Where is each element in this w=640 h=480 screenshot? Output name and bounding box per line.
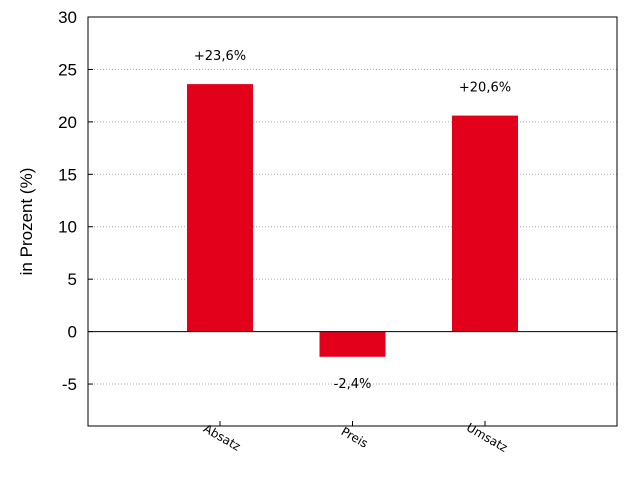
y-tick-label: 0 (68, 323, 77, 342)
x-tick-label: Preis (339, 424, 371, 450)
grid-lines (88, 68, 617, 385)
y-tick-label: 20 (58, 113, 77, 132)
y-tick-label: 25 (58, 60, 77, 79)
y-axis-label: in Prozent (%) (17, 168, 36, 276)
y-axis-ticks: -5 0 5 10 15 20 25 30 (58, 8, 93, 394)
bar-umsatz (452, 115, 518, 332)
data-label: +23,6% (194, 49, 246, 64)
plot-frame (87, 16, 618, 427)
y-tick-label: 5 (68, 270, 77, 289)
bar-preis (319, 331, 386, 357)
x-tick-label: Umsatz (464, 420, 510, 455)
y-tick-label: -5 (62, 375, 77, 394)
y-tick-label: 10 (58, 218, 77, 237)
y-tick-label: 30 (58, 8, 77, 27)
data-label: -2,4% (334, 377, 372, 392)
bars (187, 84, 518, 357)
y-tick-label: 15 (58, 165, 77, 184)
data-label: +20,6% (459, 81, 511, 96)
x-axis-ticks: Absatz Preis Umsatz (201, 420, 510, 455)
data-labels: +23,6% -2,4% +20,6% (194, 49, 511, 392)
bar-absatz (187, 84, 253, 332)
